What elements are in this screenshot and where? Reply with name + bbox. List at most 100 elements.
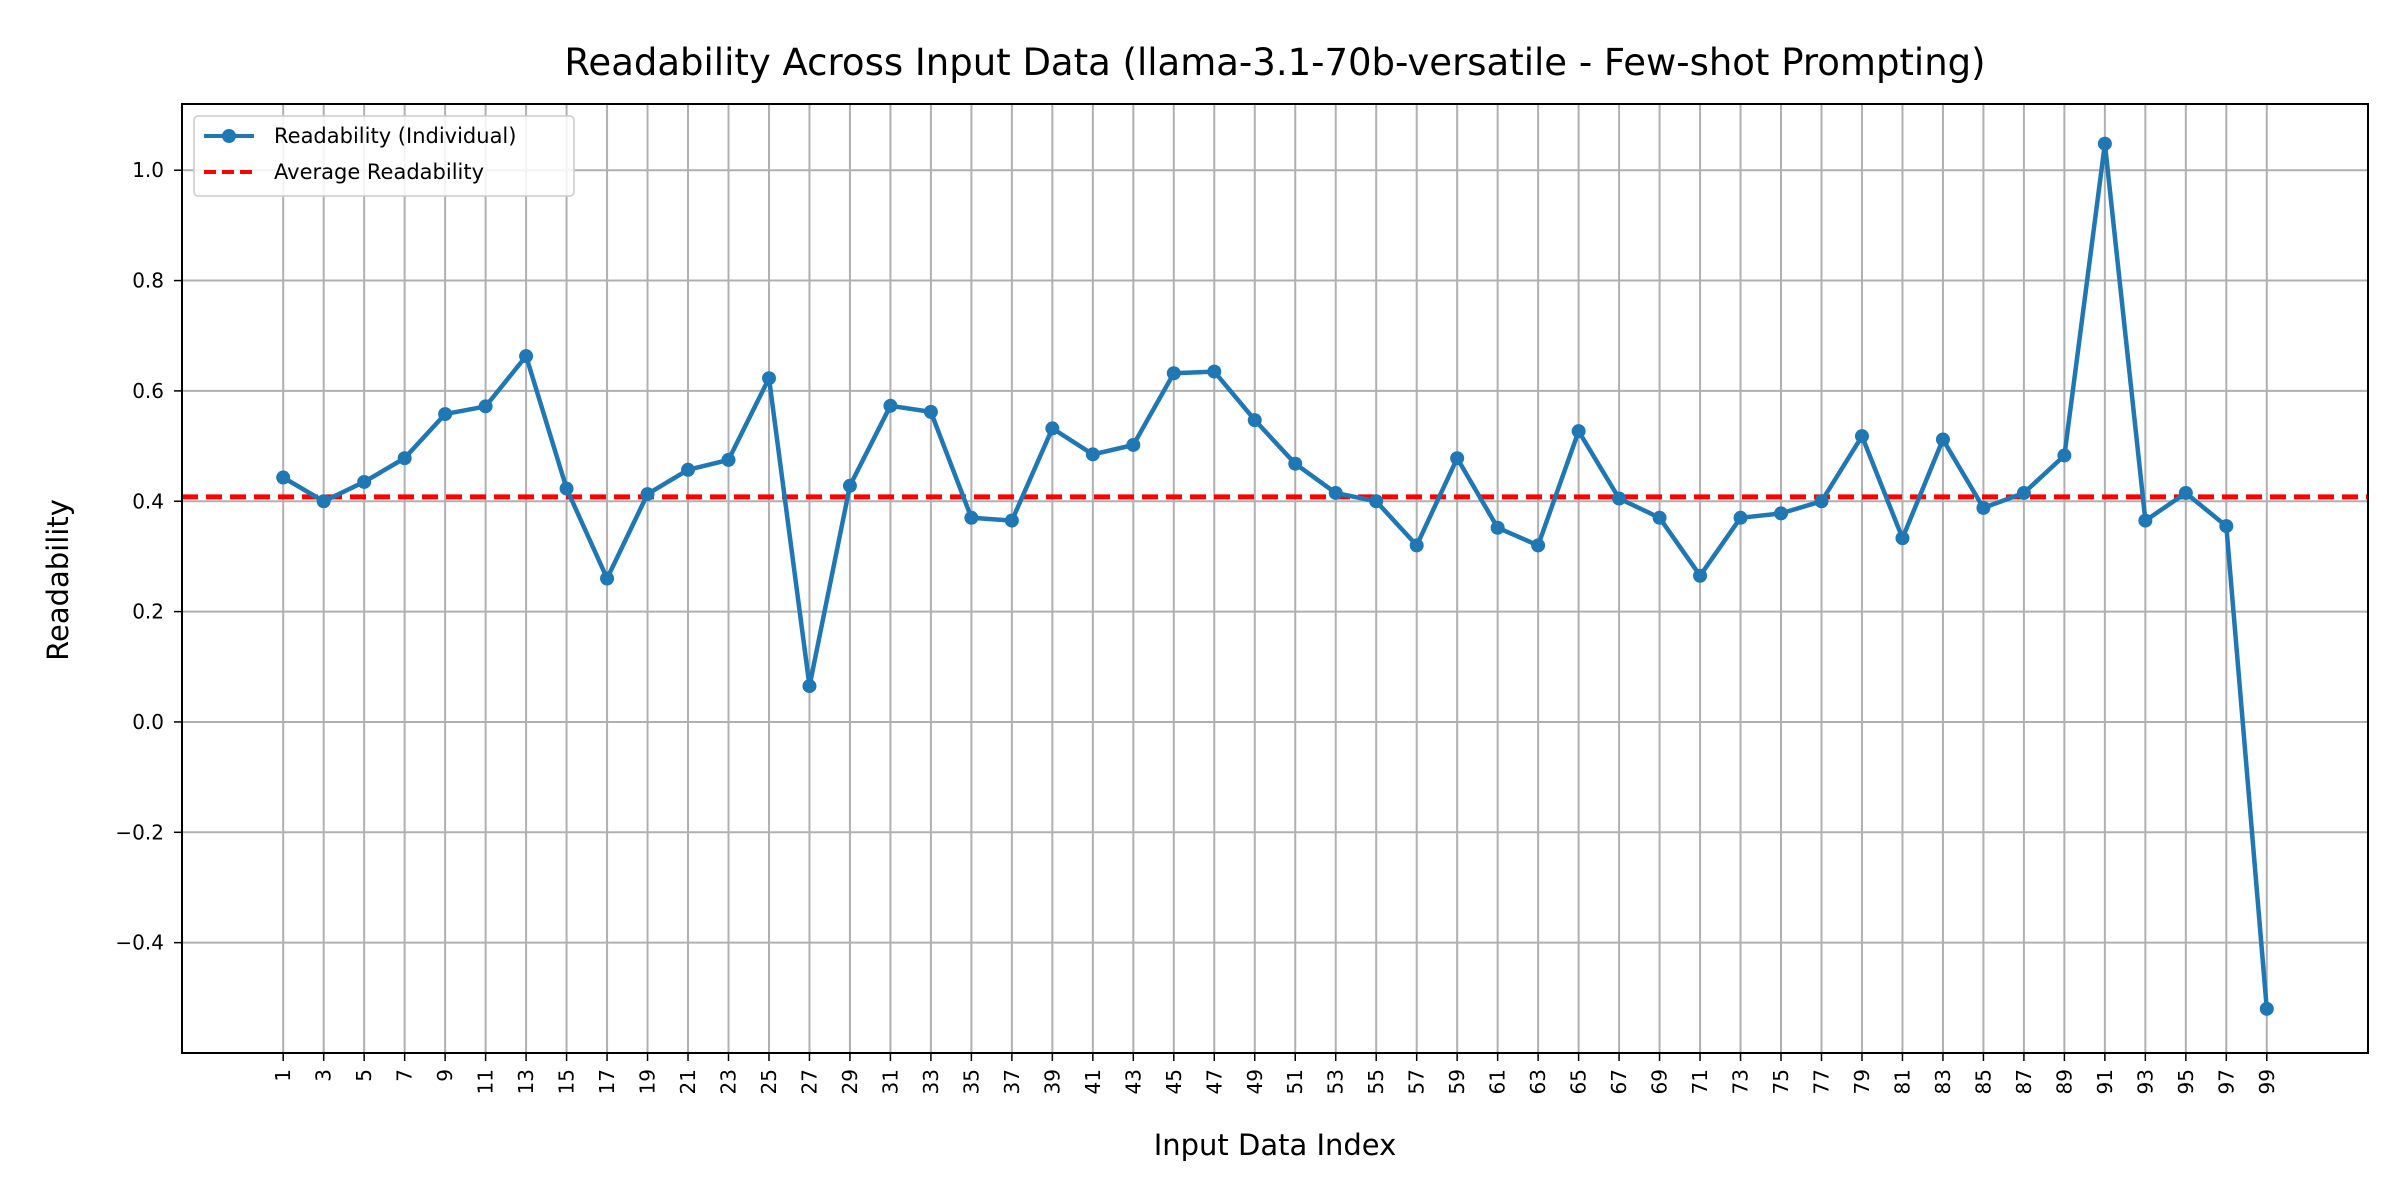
x-tick-label: 57 [1405, 1069, 1429, 1094]
x-tick-label: 63 [1526, 1069, 1550, 1094]
readability-data-point [1733, 510, 1748, 525]
x-tick-label: 55 [1364, 1069, 1388, 1094]
readability-data-point [2178, 485, 2193, 500]
x-tick-label: 33 [919, 1069, 943, 1094]
y-tick-label: 0.8 [132, 269, 164, 293]
legend-series-marker [222, 129, 236, 143]
readability-data-point [316, 494, 331, 509]
readability-data-point [1571, 424, 1586, 439]
readability-data-point [478, 399, 493, 414]
x-tick-label: 3 [312, 1069, 336, 1082]
x-tick-label: 5 [352, 1069, 376, 1082]
readability-data-point [1166, 366, 1181, 381]
readability-data-point [276, 470, 291, 485]
x-tick-label: 93 [2133, 1069, 2157, 1094]
x-tick-label: 31 [878, 1069, 902, 1094]
x-tick-label: 51 [1283, 1069, 1307, 1094]
readability-data-point [2057, 448, 2072, 463]
x-tick-label: 67 [1607, 1069, 1631, 1094]
x-tick-label: 19 [636, 1069, 660, 1094]
x-tick-label: 61 [1486, 1069, 1510, 1094]
y-tick-label: −0.4 [115, 931, 164, 955]
readability-data-point [2259, 1001, 2274, 1016]
x-tick-label: 75 [1769, 1069, 1793, 1094]
readability-data-point [1288, 456, 1303, 471]
readability-data-point [519, 349, 534, 364]
readability-data-point [1085, 447, 1100, 462]
readability-series-line [282, 141, 2270, 1010]
y-tick-label: 0.2 [132, 600, 164, 624]
readability-data-point [1207, 364, 1222, 379]
x-tick-label: 95 [2174, 1069, 2198, 1094]
readability-data-point [559, 481, 574, 496]
readability-data-point [1004, 513, 1019, 528]
x-tick-label: 99 [2255, 1069, 2279, 1094]
x-tick-label: 89 [2052, 1069, 2076, 1094]
x-tick-label: 83 [1931, 1069, 1955, 1094]
readability-data-point [1652, 510, 1667, 525]
legend-label-average: Average Readability [274, 160, 484, 184]
readability-data-point [1814, 494, 1829, 509]
x-tick-label: 97 [2214, 1069, 2238, 1094]
readability-data-point [2219, 519, 2234, 534]
y-axis-ticks: −0.4 −0.2 0.0 0.2 0.4 0.6 0.8 1.0 [115, 158, 182, 955]
x-tick-label: 1 [271, 1069, 295, 1082]
readability-data-point [1976, 500, 1991, 515]
x-tick-label: 23 [717, 1069, 741, 1094]
x-axis-label: Input Data Index [1154, 1128, 1397, 1162]
x-tick-label: 71 [1688, 1069, 1712, 1094]
y-tick-label: 0.6 [132, 379, 164, 403]
legend-label-individual: Readability (Individual) [274, 124, 516, 148]
x-tick-label: 47 [1202, 1069, 1226, 1094]
readability-data-point [1895, 531, 1910, 546]
readability-data-point [1450, 451, 1465, 466]
readability-data-point [1247, 413, 1262, 428]
x-tick-label: 21 [676, 1069, 700, 1094]
x-tick-label: 39 [1040, 1069, 1064, 1094]
readability-data-point [1328, 485, 1343, 500]
readability-data-point [802, 679, 817, 694]
readability-data-point [640, 487, 655, 502]
readability-data-point [1531, 538, 1546, 553]
x-tick-label: 87 [2012, 1069, 2036, 1094]
x-tick-label: 37 [1000, 1069, 1024, 1094]
readability-data-point [1854, 429, 1869, 444]
x-tick-label: 9 [433, 1069, 457, 1082]
readability-data-point [2097, 136, 2112, 151]
readability-data-point [357, 474, 372, 489]
readability-data-point [923, 404, 938, 419]
legend-box [193, 115, 575, 197]
x-tick-label: 35 [959, 1069, 983, 1094]
readability-data-point [2138, 513, 2153, 528]
readability-data-point [1045, 421, 1060, 436]
x-tick-label: 29 [838, 1069, 862, 1094]
readability-data-point [842, 478, 857, 493]
readability-data-point [1935, 432, 1950, 447]
x-tick-label: 43 [1121, 1069, 1145, 1094]
x-tick-label: 91 [2093, 1069, 2117, 1094]
readability-data-point [2016, 485, 2031, 500]
x-tick-label: 7 [393, 1069, 417, 1082]
y-tick-label: 0.4 [132, 489, 164, 513]
x-tick-label: 53 [1324, 1069, 1348, 1094]
readability-data-point [1369, 494, 1384, 509]
readability-data-point [1774, 506, 1789, 521]
readability-data-point [1612, 491, 1627, 506]
x-tick-label: 11 [474, 1069, 498, 1094]
readability-data-point [1409, 538, 1424, 553]
x-tick-label: 85 [1971, 1069, 1995, 1094]
x-tick-label: 69 [1648, 1069, 1672, 1094]
series-layer [276, 136, 2274, 1016]
x-tick-label: 73 [1729, 1069, 1753, 1094]
y-tick-label: 1.0 [132, 158, 164, 182]
x-tick-label: 65 [1567, 1069, 1591, 1094]
legend: Readability (Individual) Average Readabi… [193, 115, 575, 197]
readability-data-point [721, 452, 736, 467]
x-tick-label: 77 [1810, 1069, 1834, 1094]
readability-data-point [883, 398, 898, 413]
x-tick-label: 81 [1890, 1069, 1914, 1094]
readability-data-point [397, 451, 412, 466]
plot-frame [181, 103, 2369, 1054]
